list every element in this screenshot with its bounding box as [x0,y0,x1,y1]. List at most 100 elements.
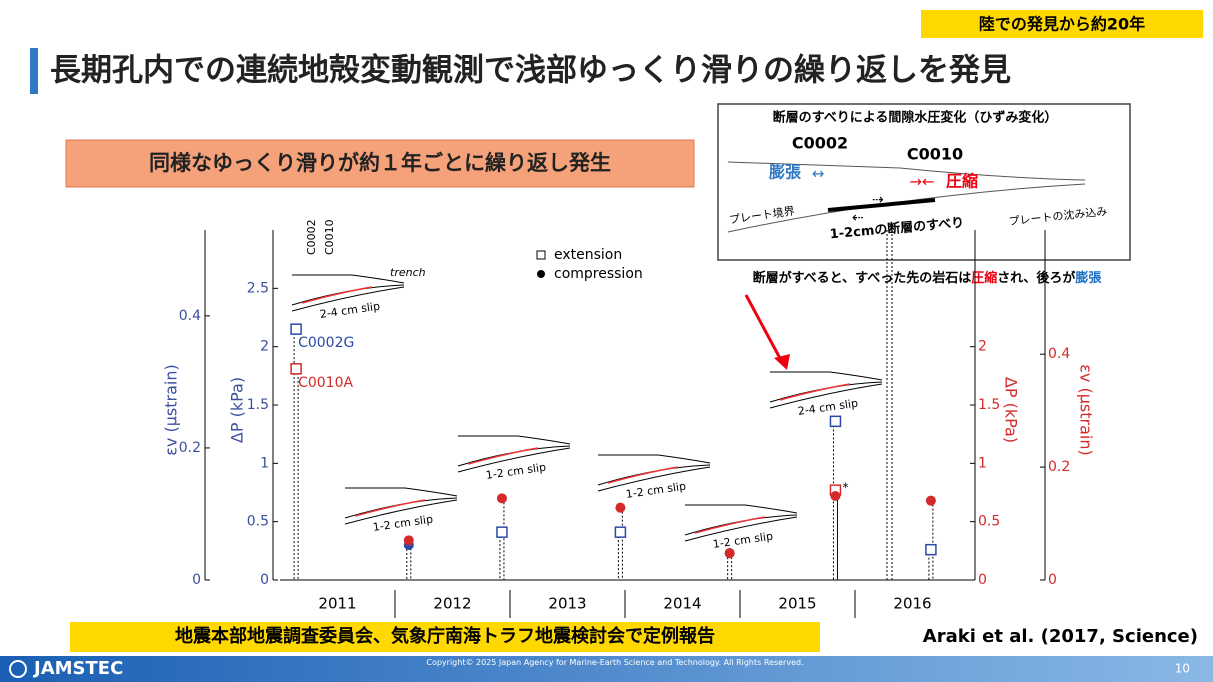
caption-part: 圧縮 [971,270,997,286]
y-tick-label: 1.5 [978,397,1000,413]
footer-bar [0,656,1213,682]
logo: JAMSTEC [32,658,123,679]
x-tick-label: 2016 [893,595,931,613]
y-tick-label: 1.5 [247,397,269,413]
x-tick-label: 2012 [433,595,471,613]
inset-slip [354,499,426,517]
caption-part: され、後ろが [997,270,1075,286]
caption-part: 断層がすべると、すべった先の岩石は [753,270,972,286]
slip-arrow: ⇢ [872,192,884,208]
legend-label: extension [554,247,622,263]
inset-slip [779,383,851,401]
inset-label: 1-2 cm slip [372,513,434,534]
logo-icon [9,660,27,678]
inset-label: 1-2 cm slip [712,530,774,551]
inset: 2-4 cm slip [769,371,883,418]
point [829,415,842,428]
inset-label: 1-2 cm slip [485,461,547,482]
expansion: 膨張 [769,163,802,182]
asterisk: * [842,481,848,495]
fault [827,198,936,212]
callout: 同様なゆっくり滑りが約１年ごとに繰り返し発生 [149,151,611,175]
inset-label: 1-2 cm slip [625,480,687,501]
site2: C0010 [907,145,963,164]
y-tick-label: 0.2 [179,440,201,456]
y-tick-label: 0.5 [247,514,269,530]
inset-plate [344,497,458,519]
inset-plate [597,466,711,492]
y-tick-label: 0 [192,572,201,588]
inset: 1-2 cm slip [344,487,458,534]
compression-icon: →← [909,173,934,191]
diagram: 断層のすべりによる間隙水圧変化（ひずみ変化） C0002 C0010 膨張 ↔ … [717,103,1131,261]
y-tick-label: 2.5 [247,280,269,296]
inset-plate [769,381,883,403]
caption-part: 膨張 [1074,270,1102,286]
inset-seafloor [458,435,571,445]
compression: 圧縮 [946,172,978,191]
inset-plate [684,516,798,542]
title-bar [30,48,38,94]
y-tick-label: 0.5 [978,514,1000,530]
inset-seafloor [345,487,458,497]
y-tick-label: 2 [260,339,269,355]
seafloor [899,167,1086,181]
inset: 2-4 cm slip trench C0002 C0010 [291,219,426,321]
inset-slip [467,447,539,465]
y-tick-label: 0.4 [1048,346,1070,362]
inset: 1-2 cm slip [597,454,711,501]
copyright: Copyright© 2025 Japan Agency for Marine-… [426,658,804,667]
x-tick-label: 2015 [778,595,816,613]
inset: 1-2 cm slip [684,504,798,551]
caption: 断層がすべると、すべった先の岩石は圧縮され、後ろが膨張 [753,270,1103,286]
point [496,493,507,504]
inset-plate [291,284,405,306]
y-axis-label: ΔP (kPa) [228,377,247,443]
y-tick-label: 1 [260,455,269,471]
diagram-box [717,103,1131,261]
y-tick-label: 0 [260,572,269,588]
callout-bg [65,139,695,188]
point [925,495,936,506]
chart: 0 0.2 0.4 εv (μstrain) 0 0.5 1 1.5 2 2.5 ΔP (kPa) 0… [162,219,1096,618]
page-number: 10 [1175,662,1190,676]
series-label: C0002G [298,335,354,351]
y-tick-label: 1 [978,455,987,471]
legend-marker [537,270,545,278]
inset-plate [769,383,883,409]
inset: 1-2 cm slip [457,435,571,482]
report: 地震本部地震調査委員会、気象庁南海トラフ地震検討会で定例報告 [175,625,715,647]
inset-plate [457,447,571,473]
slip-arrow: ⇠ [852,210,864,226]
inset-plate [597,464,711,486]
inset-plate [457,445,571,467]
title: 長期孔内での連続地殻変動観測で浅部ゆっくり滑りの繰り返しを発見 [50,53,1011,89]
inset-plate [684,514,798,536]
site1: C0002 [792,134,848,153]
legend-label: compression [554,266,643,282]
y-tick-label: 0.2 [1048,459,1070,475]
pointer-arrowhead [774,354,790,370]
inset-plate [291,286,405,312]
x-tick-label: 2011 [318,595,356,613]
inset-plate [344,499,458,525]
y-tick-label: 0 [978,572,987,588]
legend-marker [536,250,546,260]
y-tick-label: 2 [978,339,987,355]
badge: 陸での発見から約20年 [979,15,1145,34]
inset-trench: trench [390,266,426,279]
inset-seafloor [598,454,711,464]
point [290,363,302,375]
inset-slip [301,286,373,304]
y-tick-label: 0.4 [179,308,201,324]
expansion-icon: ↔ [812,165,825,183]
badge-bg [921,10,1203,38]
pointer-arrow [744,294,784,363]
y-axis-label: ΔP (kPa) [1002,377,1021,443]
point [403,535,414,546]
inset-seafloor [685,504,798,514]
y-tick-label: 0 [1048,572,1057,588]
inset-site: C0002 [305,219,318,255]
citation: Araki et al. (2017, Science) [923,626,1198,647]
